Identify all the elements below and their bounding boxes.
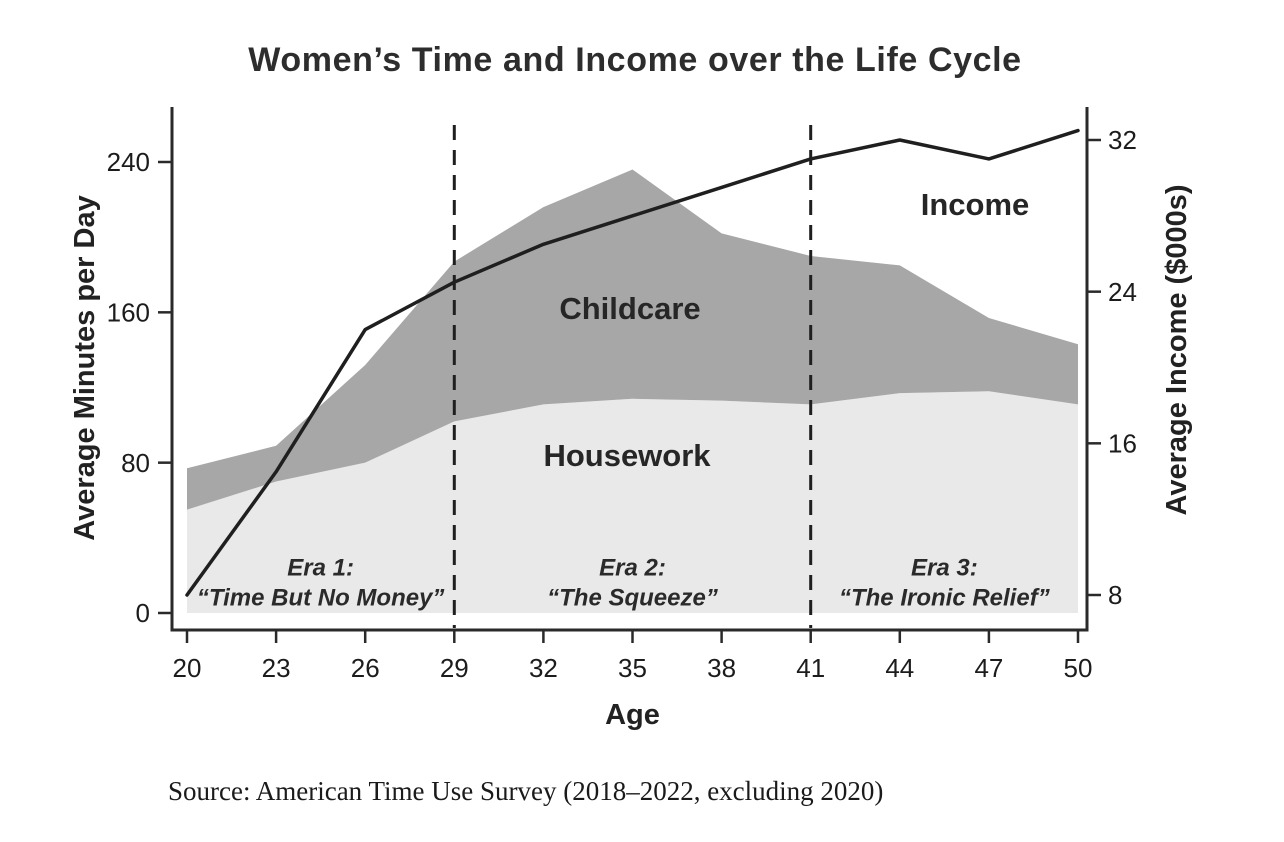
x-tick-label: 29: [440, 653, 469, 683]
y-left-tick-label: 0: [136, 598, 150, 628]
childcare-label: Childcare: [559, 291, 700, 326]
y-right-tick-label: 16: [1108, 428, 1137, 458]
income-line: [185, 128, 1080, 597]
x-tick-label: 20: [173, 653, 202, 683]
x-tick-label: 35: [618, 653, 647, 683]
x-tick-label: 41: [796, 653, 825, 683]
income-label: Income: [921, 187, 1030, 222]
source-note: Source: American Time Use Survey (2018–2…: [168, 776, 884, 806]
y-right-tick-label: 8: [1108, 580, 1122, 610]
x-tick-label: 23: [262, 653, 291, 683]
housework-label: Housework: [543, 438, 711, 473]
era-2-label-line1: Era 2:: [599, 554, 666, 581]
x-tick-label: 47: [974, 653, 1003, 683]
x-tick-label: 26: [351, 653, 380, 683]
y-left-tick-label: 160: [107, 297, 150, 327]
axes-frame: [170, 107, 1089, 632]
era-3-label-line2: “The Ironic Relief”: [839, 584, 1050, 611]
housework-area: [187, 391, 1078, 613]
era-1-label-line1: Era 1:: [287, 554, 354, 581]
y-left-tick-label: 240: [107, 147, 150, 177]
era-3-label-line1: Era 3:: [911, 554, 978, 581]
childcare-area: [187, 169, 1078, 510]
y-left-tick-label: 80: [121, 448, 150, 478]
x-tick-label: 50: [1064, 653, 1093, 683]
x-axis-title: Age: [605, 699, 660, 731]
x-tick-label: 44: [885, 653, 914, 683]
x-tick-label: 38: [707, 653, 736, 683]
y-left-axis-title: Average Minutes per Day: [69, 195, 101, 540]
y-right-tick-label: 24: [1108, 277, 1137, 307]
y-right-axis-title: Average Income ($000s): [1161, 185, 1193, 516]
era-2-label-line2: “The Squeeze”: [547, 584, 718, 611]
x-tick-label: 32: [529, 653, 558, 683]
chart-title: Women’s Time and Income over the Life Cy…: [248, 41, 1022, 79]
era-1-label-line2: “Time But No Money”: [197, 584, 445, 611]
y-right-tick-label: 32: [1108, 125, 1137, 155]
